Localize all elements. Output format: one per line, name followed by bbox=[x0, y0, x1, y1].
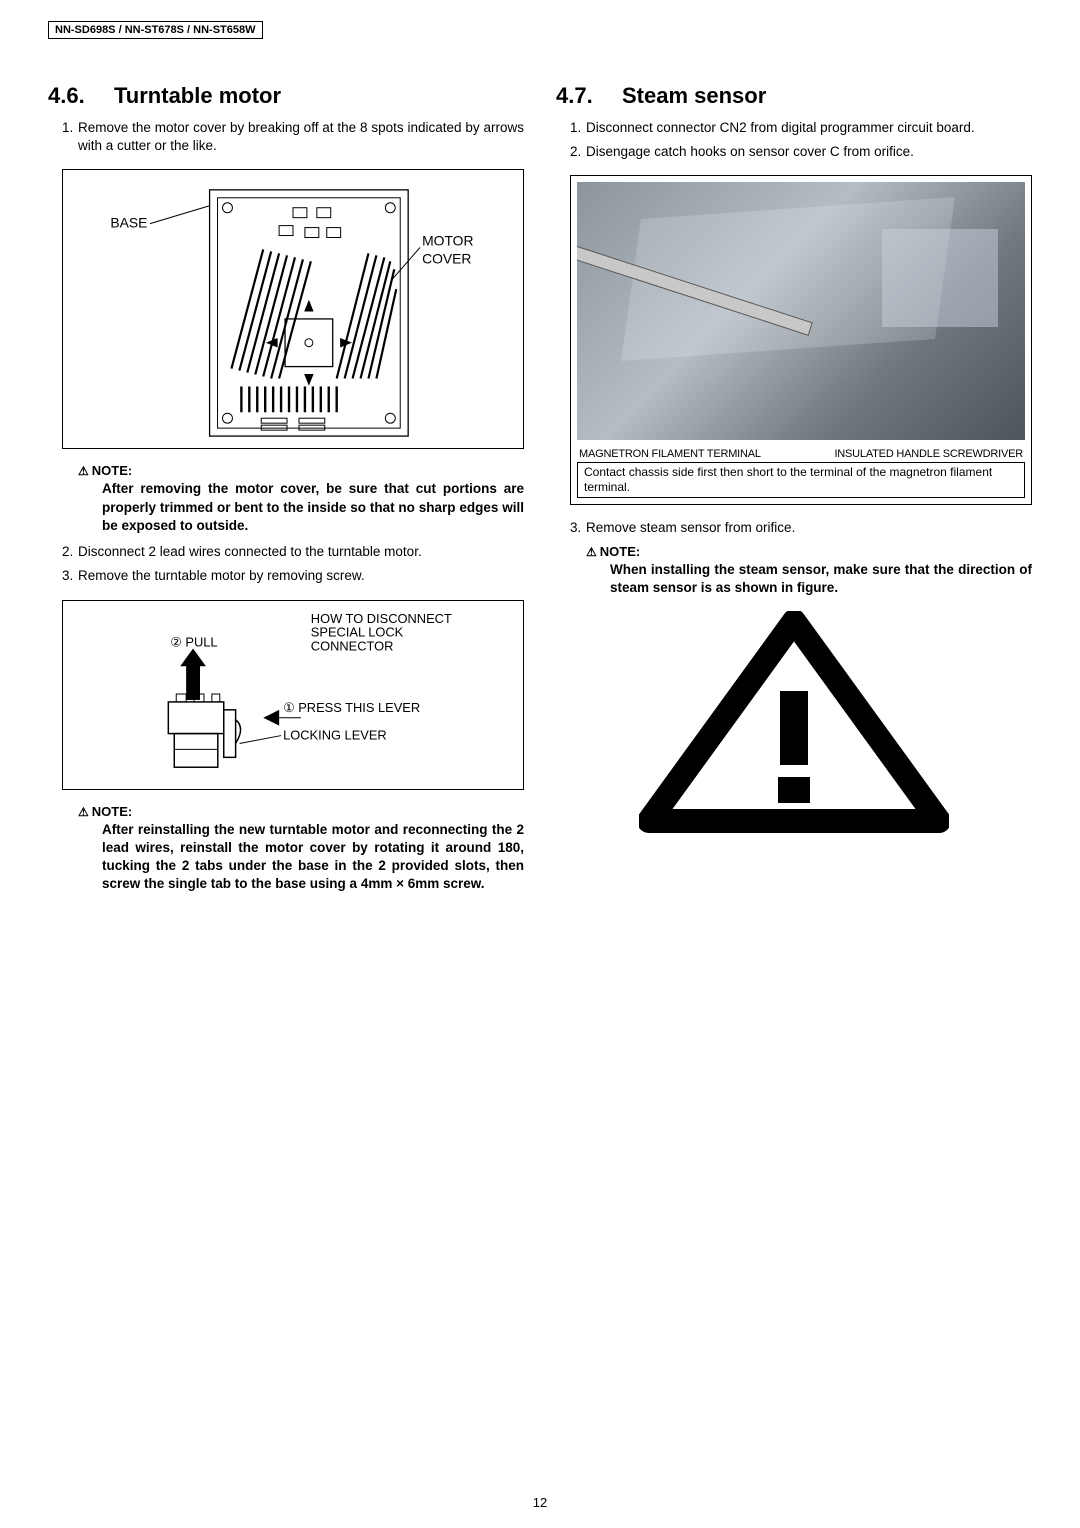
left-column: 4.6.Turntable motor Remove the motor cov… bbox=[48, 83, 524, 901]
right-column: 4.7.Steam sensor Disconnect connector CN… bbox=[556, 83, 1032, 901]
fig1-motor-l1: MOTOR bbox=[422, 233, 473, 249]
fig2-press: ① PRESS THIS LEVER bbox=[283, 699, 420, 714]
section-title: Steam sensor bbox=[622, 83, 766, 108]
caption-left: MAGNETRON FILAMENT TERMINAL bbox=[579, 448, 761, 460]
fig2-pull: ② PULL bbox=[170, 634, 217, 649]
figure-magnetron-photo: MAGNETRON FILAMENT TERMINAL INSULATED HA… bbox=[570, 175, 1032, 505]
section-number: 4.6. bbox=[48, 83, 114, 109]
right-steps-continued: Remove steam sensor from orifice. bbox=[556, 519, 1032, 537]
note-label: ⚠NOTE: bbox=[586, 544, 1032, 559]
fig2-howto-l3: CONNECTOR bbox=[311, 638, 394, 653]
caption-note-box: Contact chassis side first then short to… bbox=[577, 462, 1025, 498]
fig2-locking: LOCKING LEVER bbox=[283, 727, 387, 742]
left-note-2: ⚠NOTE: After reinstalling the new turnta… bbox=[78, 804, 524, 894]
note-text: When installing the steam sensor, make s… bbox=[610, 561, 1032, 597]
warning-icon: ⚠ bbox=[78, 805, 89, 819]
fig2-howto-l1: HOW TO DISCONNECT bbox=[311, 610, 452, 625]
page-number: 12 bbox=[0, 1495, 1080, 1510]
note-label: ⚠NOTE: bbox=[78, 463, 524, 478]
photo-caption-row: MAGNETRON FILAMENT TERMINAL INSULATED HA… bbox=[571, 446, 1031, 460]
warning-icon: ⚠ bbox=[586, 545, 597, 559]
right-step-3: Remove steam sensor from orifice. bbox=[570, 519, 1032, 537]
figure-connector: HOW TO DISCONNECT SPECIAL LOCK CONNECTOR… bbox=[62, 600, 524, 790]
caption-right: INSULATED HANDLE SCREWDRIVER bbox=[834, 448, 1023, 460]
note-label: ⚠NOTE: bbox=[78, 804, 524, 819]
content-columns: 4.6.Turntable motor Remove the motor cov… bbox=[48, 83, 1032, 901]
left-note-1: ⚠NOTE: After removing the motor cover, b… bbox=[78, 463, 524, 535]
warning-triangle-figure bbox=[639, 611, 949, 841]
section-heading-4-6: 4.6.Turntable motor bbox=[48, 83, 524, 109]
right-steps: Disconnect connector CN2 from digital pr… bbox=[556, 119, 1032, 161]
right-step-2: Disengage catch hooks on sensor cover C … bbox=[570, 143, 1032, 161]
section-number: 4.7. bbox=[556, 83, 622, 109]
left-step-2: Disconnect 2 lead wires connected to the… bbox=[62, 543, 524, 561]
fig1-base-label: BASE bbox=[110, 215, 147, 231]
fig1-motor-l2: COVER bbox=[422, 251, 471, 267]
left-step-3: Remove the turntable motor by removing s… bbox=[62, 567, 524, 585]
left-steps: Remove the motor cover by breaking off a… bbox=[48, 119, 524, 155]
right-step-1: Disconnect connector CN2 from digital pr… bbox=[570, 119, 1032, 137]
figure-base-motor-cover: BASE MOTOR COVER bbox=[62, 169, 524, 449]
section-heading-4-7: 4.7.Steam sensor bbox=[556, 83, 1032, 109]
left-step-1: Remove the motor cover by breaking off a… bbox=[62, 119, 524, 155]
left-steps-continued: Disconnect 2 lead wires connected to the… bbox=[48, 543, 524, 585]
note-text: After reinstalling the new turntable mot… bbox=[102, 821, 524, 894]
right-note: ⚠NOTE: When installing the steam sensor,… bbox=[586, 544, 1032, 597]
screwdriver-illustration bbox=[577, 243, 813, 337]
photo-placeholder bbox=[577, 182, 1025, 440]
warning-icon: ⚠ bbox=[78, 464, 89, 478]
model-header: NN-SD698S / NN-ST678S / NN-ST658W bbox=[48, 21, 263, 39]
note-text: After removing the motor cover, be sure … bbox=[102, 480, 524, 535]
fig2-howto-l2: SPECIAL LOCK bbox=[311, 624, 404, 639]
section-title: Turntable motor bbox=[114, 83, 281, 108]
